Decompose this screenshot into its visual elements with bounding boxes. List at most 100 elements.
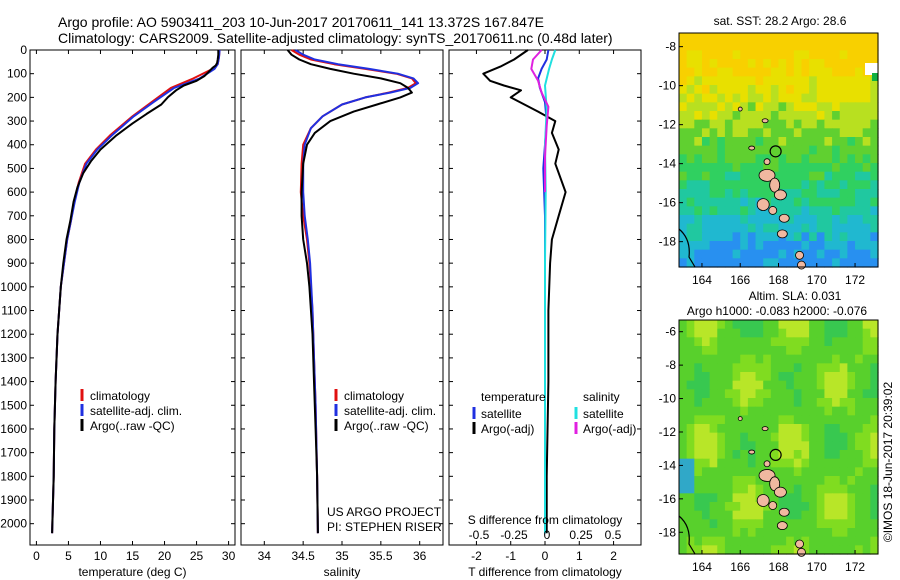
map-cell	[855, 398, 864, 408]
map-cell	[793, 145, 803, 155]
map-cell	[686, 50, 695, 60]
map-cell	[686, 328, 695, 338]
map-cell	[755, 536, 764, 546]
map-cell	[778, 328, 787, 338]
map-cell	[755, 441, 764, 451]
y-tick-label: 300	[7, 114, 27, 128]
map-cell	[786, 128, 795, 138]
map-cell	[763, 76, 772, 86]
map-cell	[770, 128, 780, 138]
map-cell	[839, 363, 848, 373]
map-cell	[740, 206, 749, 216]
map-cell	[701, 502, 711, 512]
map-cell	[786, 406, 795, 416]
map-cell	[809, 363, 818, 373]
map-cell	[786, 328, 795, 338]
map-cell	[701, 197, 711, 207]
x-tick-label: -2	[471, 549, 482, 563]
map-cell	[786, 197, 795, 207]
map-cell	[862, 320, 871, 330]
map-cell	[709, 502, 718, 512]
map-cell	[801, 197, 810, 207]
map-cell	[824, 328, 833, 338]
map-cell	[862, 76, 871, 86]
map-cell	[740, 137, 749, 147]
map-cell	[755, 33, 764, 43]
map-cell	[839, 328, 848, 338]
map-cell	[816, 467, 826, 477]
map-cell	[686, 467, 695, 477]
project-annotation: US ARGO PROJECT	[327, 505, 442, 519]
map-cell	[793, 458, 803, 468]
map-cell	[755, 458, 764, 468]
y-tick-label: 0	[20, 43, 27, 57]
map-cell	[747, 328, 757, 338]
map-cell	[832, 493, 841, 503]
map-cell	[770, 119, 780, 129]
map-cell	[740, 197, 749, 207]
map-cell	[724, 249, 734, 259]
map-cell	[809, 493, 818, 503]
map-cell	[686, 415, 695, 425]
legend-label: satellite-adj. clim.	[90, 404, 182, 418]
map-cell	[839, 33, 848, 43]
map-cell	[824, 67, 833, 77]
island-shape	[763, 460, 771, 468]
map-cell	[832, 128, 841, 138]
map-cell	[855, 197, 864, 207]
island-shape	[778, 213, 790, 223]
map-cell	[724, 154, 734, 164]
map-cell	[679, 145, 688, 155]
map-cell	[709, 145, 718, 155]
map-cell	[694, 424, 703, 434]
map-cell	[679, 102, 688, 112]
map-cell	[847, 111, 856, 121]
map-cell	[740, 467, 749, 477]
map-cell	[786, 458, 795, 468]
map-cell	[763, 432, 772, 442]
map-cell	[701, 432, 711, 442]
map-cell	[686, 458, 695, 468]
map-cell	[855, 59, 864, 69]
map-cell	[755, 50, 764, 60]
map-cell	[832, 337, 841, 347]
map-cell	[778, 536, 787, 546]
map-cell	[801, 510, 810, 520]
map-cell	[732, 111, 741, 121]
map-cell	[679, 33, 688, 43]
map-cell	[717, 406, 726, 416]
map-cell	[709, 363, 718, 373]
map-cell	[824, 415, 833, 425]
map-cell	[701, 415, 711, 425]
map-cell	[755, 223, 764, 233]
map-cell	[679, 128, 688, 138]
map-cell	[816, 406, 826, 416]
map-cell	[709, 232, 718, 242]
map-cell	[839, 432, 848, 442]
map-cell	[694, 536, 703, 546]
map-cell	[694, 171, 703, 181]
map-cell	[855, 528, 864, 538]
map-cell	[724, 137, 734, 147]
map-cell	[855, 206, 864, 216]
map-cell	[855, 372, 864, 382]
map-cell	[694, 206, 703, 216]
map-cell	[793, 154, 803, 164]
map-cell	[679, 119, 688, 129]
map-cell	[717, 337, 726, 347]
map-cell	[694, 493, 703, 503]
argo-float-marker	[769, 448, 782, 461]
map-cell	[855, 76, 864, 86]
map-cell	[832, 398, 841, 408]
map-cell	[732, 415, 741, 425]
map-cell	[801, 154, 810, 164]
map-cell	[824, 102, 833, 112]
map-cell	[717, 93, 726, 103]
map-cell	[701, 215, 711, 225]
map-cell	[732, 519, 741, 529]
map-cell	[694, 249, 703, 259]
map-cell	[770, 380, 780, 390]
map-cell	[755, 85, 764, 95]
map-cell	[694, 76, 703, 86]
island-shape	[774, 486, 787, 498]
